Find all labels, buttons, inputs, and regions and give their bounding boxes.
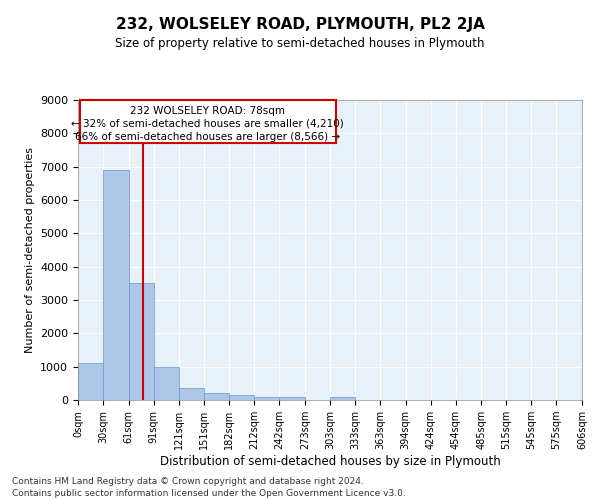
Text: ← 32% of semi-detached houses are smaller (4,210): ← 32% of semi-detached houses are smalle…: [71, 119, 344, 129]
Bar: [229, 395, 254, 400]
Bar: [279, 396, 305, 400]
X-axis label: Distribution of semi-detached houses by size in Plymouth: Distribution of semi-detached houses by …: [160, 455, 500, 468]
Bar: [330, 396, 355, 400]
Text: Contains public sector information licensed under the Open Government Licence v3: Contains public sector information licen…: [12, 489, 406, 498]
Bar: [78, 364, 103, 400]
Bar: [254, 396, 279, 400]
Bar: [129, 284, 154, 400]
Text: Size of property relative to semi-detached houses in Plymouth: Size of property relative to semi-detach…: [115, 38, 485, 51]
Bar: [154, 366, 179, 400]
Bar: [80, 100, 336, 144]
Bar: [203, 394, 229, 400]
Text: Contains HM Land Registry data © Crown copyright and database right 2024.: Contains HM Land Registry data © Crown c…: [12, 478, 364, 486]
Text: 66% of semi-detached houses are larger (8,566) →: 66% of semi-detached houses are larger (…: [75, 132, 340, 142]
Bar: [179, 388, 203, 400]
Text: 232, WOLSELEY ROAD, PLYMOUTH, PL2 2JA: 232, WOLSELEY ROAD, PLYMOUTH, PL2 2JA: [116, 18, 484, 32]
Bar: [103, 170, 129, 400]
Y-axis label: Number of semi-detached properties: Number of semi-detached properties: [25, 147, 35, 353]
Text: 232 WOLSELEY ROAD: 78sqm: 232 WOLSELEY ROAD: 78sqm: [130, 106, 285, 116]
